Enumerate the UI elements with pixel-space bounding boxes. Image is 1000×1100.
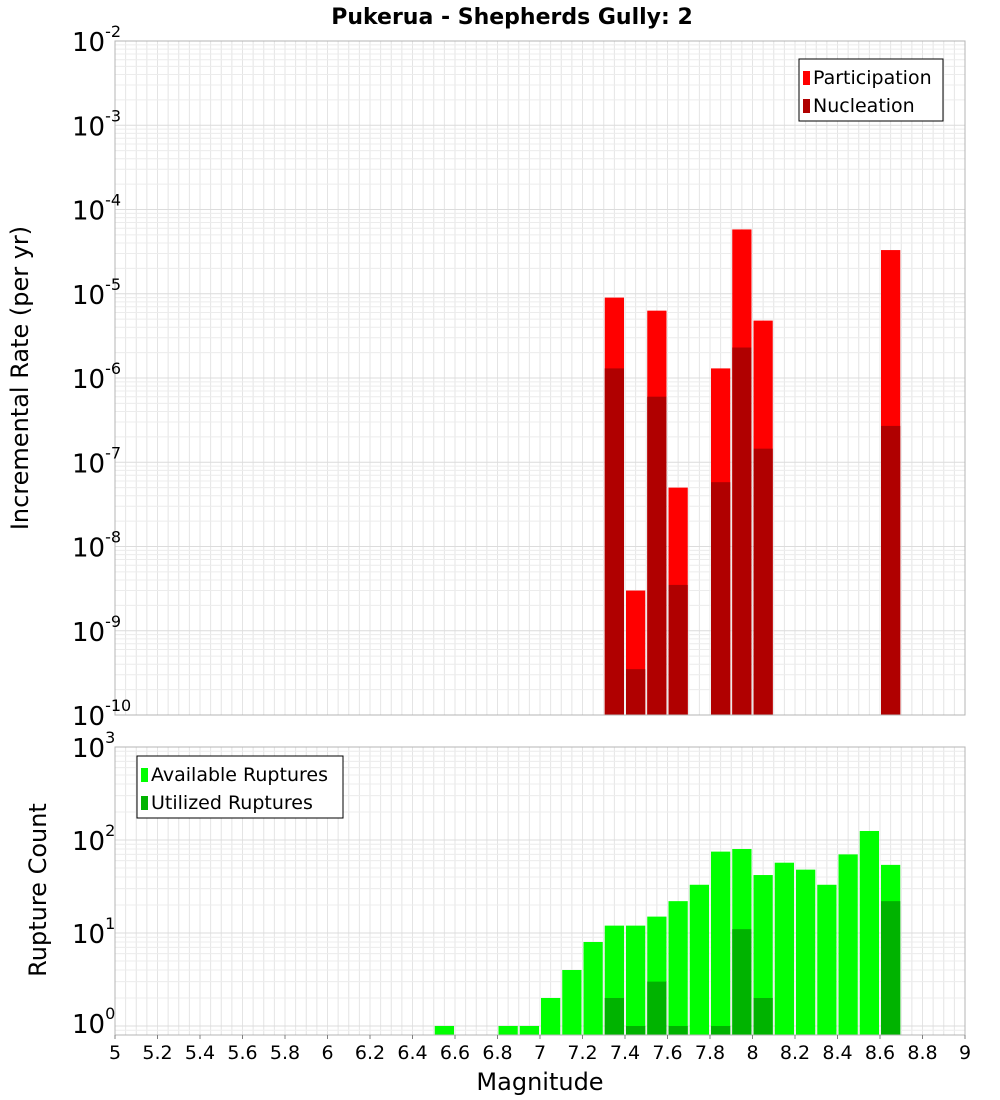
utilized-ruptures-bar bbox=[626, 1025, 646, 1035]
legend-label: Participation bbox=[813, 67, 932, 89]
nucleation-bar bbox=[732, 347, 752, 715]
top-y-tick-label: 10-5 bbox=[72, 275, 121, 311]
utilized-ruptures-bar bbox=[604, 997, 624, 1035]
x-tick-label: 5.2 bbox=[142, 1042, 172, 1064]
x-tick-label: 7.8 bbox=[695, 1042, 725, 1064]
available-ruptures-bar bbox=[817, 884, 837, 1035]
bottom-y-tick-label: 101 bbox=[72, 914, 115, 950]
x-tick-label: 6 bbox=[321, 1042, 333, 1064]
nucleation-bar bbox=[711, 482, 731, 715]
available-ruptures-bar bbox=[689, 884, 709, 1035]
x-axis-label: Magnitude bbox=[476, 1068, 603, 1096]
legend-swatch bbox=[141, 796, 148, 810]
nucleation-bar bbox=[668, 584, 688, 715]
x-tick-label: 5.4 bbox=[185, 1042, 215, 1064]
utilized-ruptures-bar bbox=[668, 1025, 688, 1035]
available-ruptures-bar bbox=[626, 925, 646, 1035]
x-tick-label: 5.8 bbox=[270, 1042, 300, 1064]
x-tick-label: 9 bbox=[959, 1042, 971, 1064]
available-ruptures-bar bbox=[519, 1025, 539, 1035]
legend-label: Utilized Ruptures bbox=[151, 792, 313, 814]
top-y-tick-label: 10-3 bbox=[72, 106, 121, 142]
x-tick-label: 5 bbox=[109, 1042, 121, 1064]
x-tick-label: 8.6 bbox=[865, 1042, 895, 1064]
available-ruptures-bar bbox=[498, 1025, 518, 1035]
top-legend bbox=[798, 58, 944, 122]
available-ruptures-bar bbox=[711, 851, 731, 1035]
bottom-legend bbox=[136, 755, 344, 819]
x-tick-label: 8 bbox=[746, 1042, 758, 1064]
utilized-ruptures-bar bbox=[647, 981, 667, 1035]
top-plot-frame bbox=[114, 40, 966, 716]
available-ruptures-bar bbox=[753, 875, 773, 1035]
available-ruptures-bar bbox=[838, 854, 858, 1035]
legend-label: Nucleation bbox=[813, 95, 915, 117]
legend-label: Available Ruptures bbox=[151, 764, 328, 786]
available-ruptures-bar bbox=[583, 942, 603, 1035]
x-tick-label: 6.8 bbox=[482, 1042, 512, 1064]
top-y-tick-label: 10-6 bbox=[72, 359, 121, 395]
utilized-ruptures-bar bbox=[881, 901, 901, 1035]
nucleation-bar bbox=[881, 425, 901, 715]
x-tick-label: 7.4 bbox=[610, 1042, 640, 1064]
x-tick-label: 7.2 bbox=[567, 1042, 597, 1064]
x-tick-label: 8.4 bbox=[822, 1042, 852, 1064]
utilized-ruptures-bar bbox=[753, 997, 773, 1035]
utilized-ruptures-bar bbox=[732, 929, 752, 1035]
bottom-y-tick-label: 102 bbox=[72, 821, 115, 857]
utilized-ruptures-bar bbox=[711, 1025, 731, 1035]
top-y-tick-label: 10-2 bbox=[72, 22, 121, 58]
x-tick-label: 6.4 bbox=[397, 1042, 427, 1064]
bottom-y-axis-label: Rupture Count bbox=[24, 803, 52, 977]
chart-title: Pukerua - Shepherds Gully: 2 bbox=[331, 5, 693, 30]
top-y-tick-label: 10-7 bbox=[72, 443, 121, 479]
available-ruptures-bar bbox=[434, 1025, 454, 1035]
bottom-y-tick-label: 103 bbox=[72, 728, 115, 764]
top-y-tick-label: 10-8 bbox=[72, 528, 121, 564]
x-tick-label: 7.6 bbox=[652, 1042, 682, 1064]
available-ruptures-bar bbox=[668, 901, 688, 1035]
x-tick-label: 8.8 bbox=[907, 1042, 937, 1064]
x-tick-label: 5.6 bbox=[227, 1042, 257, 1064]
legend-swatch bbox=[803, 71, 810, 85]
x-tick-label: 7 bbox=[534, 1042, 546, 1064]
x-tick-label: 8.2 bbox=[780, 1042, 810, 1064]
x-tick-label: 6.6 bbox=[440, 1042, 470, 1064]
available-ruptures-bar bbox=[541, 997, 561, 1035]
top-y-tick-label: 10-4 bbox=[72, 191, 121, 227]
legend-swatch bbox=[803, 99, 810, 113]
available-ruptures-bar bbox=[796, 869, 816, 1035]
available-ruptures-bar bbox=[562, 969, 582, 1035]
nucleation-bar bbox=[626, 669, 646, 715]
nucleation-bar bbox=[647, 396, 667, 715]
nucleation-bar bbox=[604, 368, 624, 715]
legend-swatch bbox=[141, 768, 148, 782]
top-y-tick-label: 10-9 bbox=[72, 612, 121, 648]
bottom-y-tick-label: 100 bbox=[72, 1004, 115, 1040]
top-y-axis-label: Incremental Rate (per yr) bbox=[6, 226, 34, 530]
x-tick-label: 6.2 bbox=[355, 1042, 385, 1064]
top-y-tick-label: 10-10 bbox=[72, 696, 131, 732]
nucleation-bar bbox=[753, 448, 773, 715]
available-ruptures-bar bbox=[859, 830, 879, 1035]
available-ruptures-bar bbox=[774, 862, 794, 1035]
